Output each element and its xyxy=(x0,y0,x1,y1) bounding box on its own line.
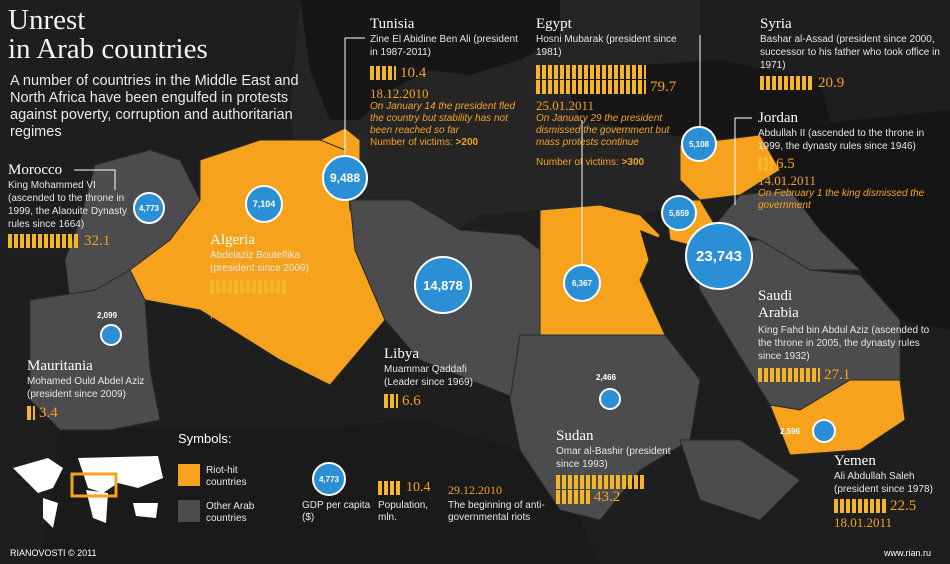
legend-date-label: The beginning of anti-governmental riots xyxy=(448,500,545,523)
yemen-label: Yemen Ali Abdullah Saleh (president sinc… xyxy=(834,453,933,530)
europe-land xyxy=(300,0,560,120)
legend-title: Symbols: xyxy=(178,431,232,446)
gdp-value-sudan: 2,466 xyxy=(596,373,617,382)
gdp-circle-tunisia: 9,488 xyxy=(322,155,368,201)
page-title: Unrest in Arab countries xyxy=(8,4,208,65)
legend-pop-sample: 10.4 xyxy=(378,480,431,496)
population-icon xyxy=(384,394,398,408)
legend-riot-label: Riot-hit countries xyxy=(206,465,247,488)
gdp-circle-jordan: 5,659 xyxy=(661,195,697,231)
syria-label: Syria Bashar al-Assad (president since 2… xyxy=(760,16,940,91)
population-icon xyxy=(556,490,590,504)
population-icon xyxy=(27,406,35,420)
mauritania-shape xyxy=(29,269,161,431)
population-icon xyxy=(8,234,80,248)
footer-url[interactable]: www.rian.ru xyxy=(884,548,932,558)
legend-gdp-label: GDP per capita ($) xyxy=(302,500,371,523)
gdp-circle-egypt: 6,367 xyxy=(563,264,601,302)
sudan-label: Sudan Omar al-Bashir (president since 19… xyxy=(556,428,671,505)
population-icon xyxy=(370,66,396,80)
red-sea xyxy=(640,230,790,430)
page-subtitle: A number of countries in the Middle East… xyxy=(10,73,299,140)
gdp-value-mauritania: 2,099 xyxy=(97,311,118,320)
population-icon xyxy=(556,475,644,489)
population-icon xyxy=(210,280,288,294)
gdp-circle-morocco: 4,773 xyxy=(133,192,165,224)
legend-riot-swatch xyxy=(178,464,200,486)
gdp-circle-saudi: 23,743 xyxy=(685,222,753,290)
tunisia-label: Tunisia Zine El Abidine Ben Ali (preside… xyxy=(370,16,518,148)
legend-gdp-circle: 4,773 xyxy=(312,462,346,496)
iran-land xyxy=(760,110,950,330)
horn-land xyxy=(679,439,801,521)
population-icon xyxy=(536,80,646,94)
population-icon xyxy=(758,157,772,171)
leader-line-tunisia xyxy=(344,37,365,160)
population-icon xyxy=(758,368,820,382)
legend-other-label: Other Arab countries xyxy=(206,501,255,524)
egypt-label: Egypt Hosni Mubarak (president since 198… xyxy=(536,16,677,168)
leader-line-jordan xyxy=(734,117,752,205)
population-icon xyxy=(536,65,646,79)
libya-label: Libya Muammar Qaddafi (Leader since 1969… xyxy=(384,346,473,409)
mauritania-label: Mauritania Mohamed Ould Abdel Aziz (pres… xyxy=(27,358,145,421)
gdp-circle-libya: 14,878 xyxy=(414,256,472,314)
gdp-value-yemen: 2,596 xyxy=(780,427,801,436)
legend-other-swatch xyxy=(178,500,200,522)
population-icon xyxy=(378,481,402,495)
sudan-shape xyxy=(509,334,701,521)
gdp-circle-sudan xyxy=(599,388,621,410)
yemen-shape xyxy=(769,379,906,456)
leader-line-morocco xyxy=(74,169,116,190)
population-icon xyxy=(834,499,886,513)
world-locator-map xyxy=(8,448,168,536)
jordan-label: Jordan Abdullah II (ascended to the thro… xyxy=(758,110,925,211)
legend-date-sample: 29.12.2010 xyxy=(448,483,502,497)
algeria-label: Algeria Abdelaziz Bouteflika (president … xyxy=(210,232,319,322)
legend-pop-label: Population, mln. xyxy=(378,500,429,523)
gdp-circle-syria: 5,108 xyxy=(681,126,717,162)
morocco-label: Morocco King Mohammed VI (ascended to th… xyxy=(8,162,127,249)
gdp-circle-mauritania xyxy=(100,324,122,346)
gdp-circle-algeria: 7,104 xyxy=(245,185,283,223)
gdp-circle-yemen xyxy=(812,419,836,443)
population-icon xyxy=(760,76,814,90)
footer-credit: RIANOVOSTI © 2011 xyxy=(10,548,97,558)
saudi-label: Saudi Arabia King Fahd bin Abdul Aziz (a… xyxy=(758,288,930,383)
